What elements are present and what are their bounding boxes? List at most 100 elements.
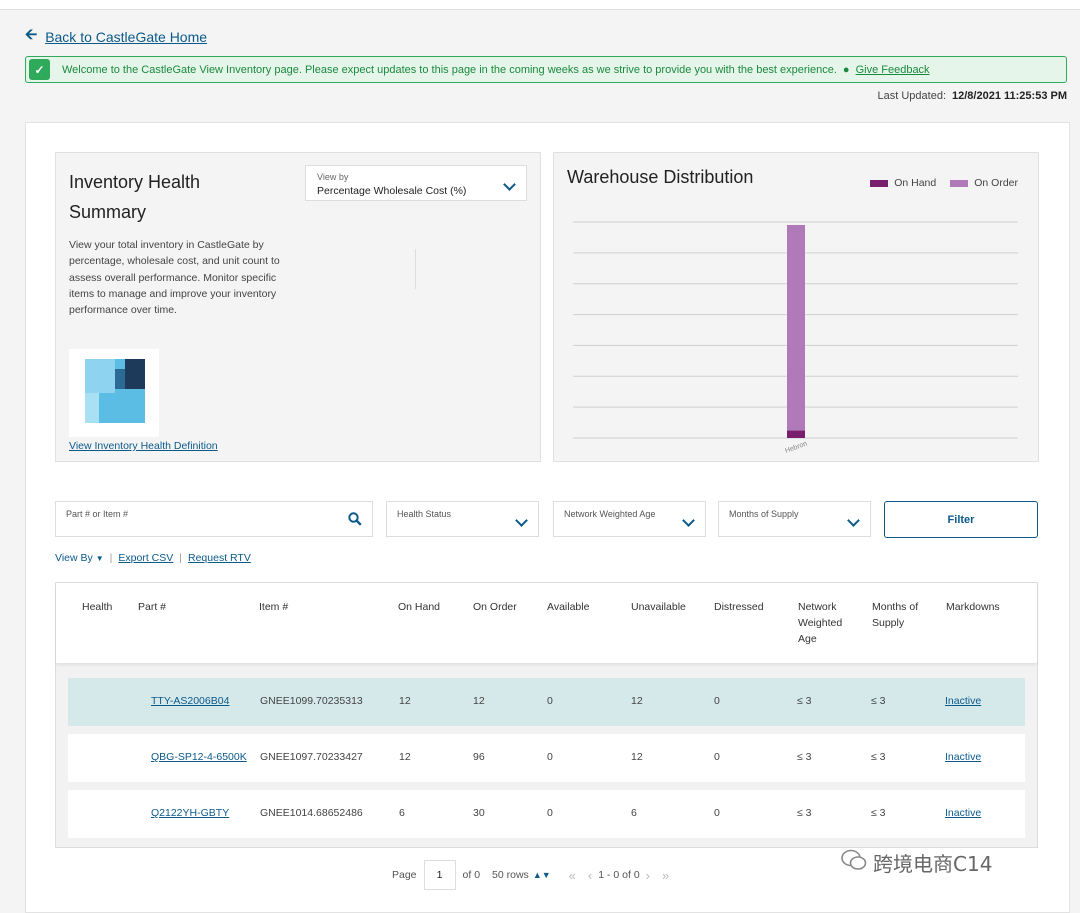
search-placeholder: Part # or Item # xyxy=(66,509,129,519)
sort-arrows-icon: ▲▼ xyxy=(532,870,551,880)
header-available[interactable]: Available xyxy=(547,601,590,613)
cell-unavailable: 12 xyxy=(631,751,643,763)
view-by-label: View by xyxy=(317,172,349,182)
back-to-home-link[interactable]: Back to CastleGate Home xyxy=(45,28,208,45)
cell-part[interactable]: Q2122YH-GBTY xyxy=(151,807,229,819)
last-page-icon[interactable]: » xyxy=(662,867,670,883)
cell-distressed: 0 xyxy=(714,807,720,819)
arrow-left-icon: 🡨 xyxy=(25,26,38,43)
search-icon xyxy=(348,512,362,531)
view-by-menu[interactable]: View By ▼ xyxy=(55,552,104,564)
table-row[interactable]: Q2122YH-GBTY GNEE1014.68652486 6 30 0 6 0 ≤ 3 ≤ … xyxy=(68,790,1025,838)
request-rtv-link[interactable]: Request RTV xyxy=(188,552,251,564)
markdowns-link[interactable]: Inactive xyxy=(945,807,982,819)
health-matrix-thumbnail[interactable] xyxy=(69,349,159,437)
table-row[interactable]: QBG-SP12-4-6500K GNEE1097.70233427 12 96 0 12… xyxy=(68,734,1025,782)
view-by-select[interactable]: View by Percentage Wholesale Cost (%) xyxy=(305,165,527,201)
months-of-supply-dropdown[interactable]: Months of Supply xyxy=(718,501,871,537)
cell-available: 0 xyxy=(547,807,553,819)
markdowns-link[interactable]: Inactive xyxy=(945,751,982,763)
watermark: 跨境电商C14 xyxy=(841,848,992,877)
x-tick-label: Hebron xyxy=(784,440,808,454)
cell-on_order: 12 xyxy=(473,695,485,707)
header-unavailable[interactable]: Unavailable xyxy=(631,601,686,613)
header-health[interactable]: Health xyxy=(82,601,113,613)
markdowns-link[interactable]: Inactive xyxy=(945,695,982,707)
filter-button[interactable]: Filter xyxy=(884,501,1038,538)
chart-legend: On Hand On Order xyxy=(870,177,1018,189)
health-status-label: Health Status xyxy=(397,509,452,519)
prev-page-icon[interactable]: ‹ xyxy=(587,867,593,883)
page-label: Page xyxy=(392,869,417,881)
cell-markdowns[interactable]: Inactive xyxy=(945,751,981,763)
back-nav[interactable]: 🡨 Back to CastleGate Home xyxy=(25,24,207,49)
table-header: Health Part # Item # On Hand On Order Av… xyxy=(56,583,1037,663)
header-distressed[interactable]: Distressed xyxy=(714,601,764,613)
header-on-hand[interactable]: On Hand xyxy=(398,601,441,613)
caret-down-icon: ▼ xyxy=(95,554,104,563)
part-link[interactable]: Q2122YH-GBTY xyxy=(151,807,230,819)
cell-item: GNEE1099.70235313 xyxy=(260,695,363,707)
page-total: of 0 xyxy=(462,869,481,881)
inventory-container: Inventory Health Summary View by Percent… xyxy=(25,122,1070,913)
legend-label-on-order: On Order xyxy=(974,177,1018,189)
page-range: 1 - 0 of 0 xyxy=(598,869,640,881)
view-by-value: Percentage Wholesale Cost (%) xyxy=(317,185,467,197)
welcome-banner: ✓ Welcome to the CastleGate View Invento… xyxy=(25,56,1067,83)
cell-part[interactable]: QBG-SP12-4-6500K xyxy=(151,751,247,763)
last-updated: Last Updated: 12/8/2021 11:25:53 PM xyxy=(878,90,1067,102)
cell-part[interactable]: TTY-AS2006B04 xyxy=(151,695,229,707)
give-feedback-link[interactable]: Give Feedback xyxy=(855,63,930,76)
last-updated-label: Last Updated: xyxy=(877,90,947,102)
rows-per-page-select[interactable]: 50 rows ▲▼ xyxy=(492,869,551,881)
header-on-order[interactable]: On Order xyxy=(473,601,517,613)
header-months-of-supply[interactable]: Months of Supply xyxy=(872,601,919,629)
chevron-down-icon xyxy=(682,514,695,527)
cell-unavailable: 6 xyxy=(631,807,637,819)
header-network-weighted-age[interactable]: Network Weighted Age xyxy=(798,601,843,645)
cell-item: GNEE1014.68652486 xyxy=(260,807,363,819)
cell-on_hand: 6 xyxy=(399,807,405,819)
cell-on_hand: 12 xyxy=(399,751,411,763)
cell-distressed: 0 xyxy=(714,751,720,763)
pagination: Page 1 of 0 50 rows ▲▼ « ‹ 1 - 0 of 0 › » xyxy=(392,860,675,890)
cell-markdowns[interactable]: Inactive xyxy=(945,695,981,707)
divider xyxy=(415,249,416,289)
legend-swatch-on-hand xyxy=(870,179,889,187)
cell-markdowns[interactable]: Inactive xyxy=(945,807,981,819)
header-part[interactable]: Part # xyxy=(138,601,167,613)
header-markdowns[interactable]: Markdowns xyxy=(946,601,1000,613)
cell-distressed: 0 xyxy=(714,695,720,707)
legend-on-hand: On Hand xyxy=(870,177,936,189)
search-input[interactable]: Part # or Item # xyxy=(55,501,373,537)
months-of-supply-label: Months of Supply xyxy=(729,509,799,519)
check-icon: ✓ xyxy=(29,59,50,80)
legend-label-on-hand: On Hand xyxy=(894,177,937,189)
page-input[interactable]: 1 xyxy=(423,860,456,890)
table-row[interactable]: TTY-AS2006B04 GNEE1099.70235313 12 12 0 12 0 ≤ … xyxy=(68,678,1025,726)
cell-on_hand: 12 xyxy=(399,695,411,707)
cell-nwa: ≤ 3 xyxy=(797,695,812,707)
network-weighted-age-label: Network Weighted Age xyxy=(564,509,656,519)
chevron-down-icon xyxy=(515,514,528,527)
health-definition-link[interactable]: View Inventory Health Definition xyxy=(69,440,218,452)
chevron-down-icon xyxy=(847,514,860,527)
network-weighted-age-dropdown[interactable]: Network Weighted Age xyxy=(553,501,706,537)
health-status-dropdown[interactable]: Health Status xyxy=(386,501,539,537)
chevron-down-icon xyxy=(503,178,516,191)
part-link[interactable]: TTY-AS2006B04 xyxy=(151,695,230,707)
next-page-icon[interactable]: › xyxy=(645,867,651,883)
first-page-icon[interactable]: « xyxy=(568,867,576,883)
export-csv-link[interactable]: Export CSV xyxy=(118,552,174,564)
cell-on_order: 30 xyxy=(473,807,485,819)
bar-on-order xyxy=(787,224,805,431)
warehouse-distribution-panel: Warehouse Distribution On Hand On Order … xyxy=(553,152,1039,462)
warehouse-chart: Hebron xyxy=(573,221,1018,455)
cell-nwa: ≤ 3 xyxy=(797,807,812,819)
header-item[interactable]: Item # xyxy=(259,601,289,613)
part-link[interactable]: QBG-SP12-4-6500K xyxy=(151,751,247,763)
chat-bubble-icon: ● xyxy=(842,63,850,76)
banner-message: Welcome to the CastleGate View Inventory… xyxy=(62,63,837,76)
inventory-health-panel: Inventory Health Summary View by Percent… xyxy=(55,152,541,462)
cell-mos: ≤ 3 xyxy=(871,751,886,763)
